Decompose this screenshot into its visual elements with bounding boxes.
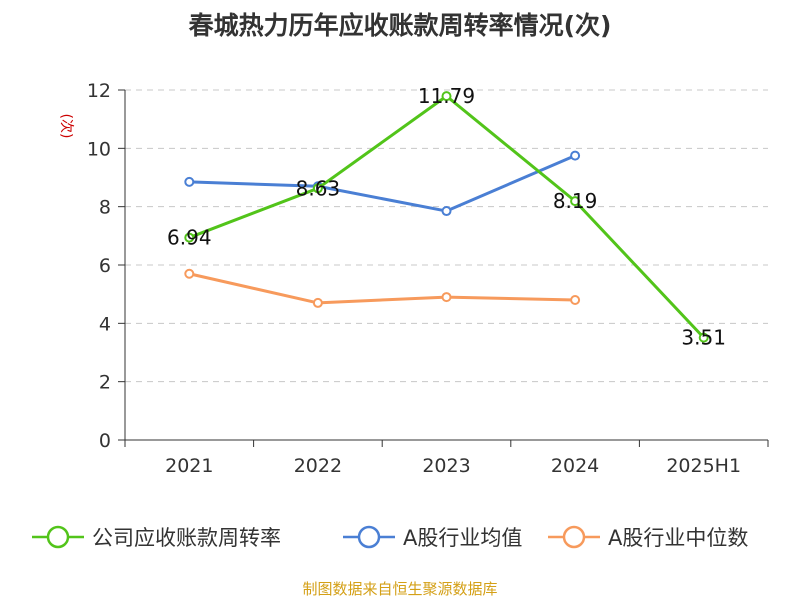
data-point xyxy=(570,150,581,161)
chart-title: 春城热力历年应收账款周转率情况(次) xyxy=(188,11,612,40)
data-point xyxy=(698,332,709,343)
data-point xyxy=(570,196,581,207)
data-point xyxy=(441,292,452,303)
y-tick-label: 12 xyxy=(87,80,111,102)
y-tick-label: 8 xyxy=(99,197,111,219)
data-label: 8.19 xyxy=(553,189,598,213)
data-point xyxy=(184,176,195,187)
legend-label: 公司应收账款周转率 xyxy=(92,526,281,550)
x-tick-label: 2023 xyxy=(422,455,470,477)
series xyxy=(184,91,709,343)
legend-label: A股行业中位数 xyxy=(608,526,748,550)
legend-marker xyxy=(357,525,381,549)
y-tick-label: 2 xyxy=(99,372,111,394)
data-labels: 6.94 8.63 11.79 8.19 3.51 xyxy=(167,84,726,350)
data-label: 11.79 xyxy=(418,84,475,108)
grid-lines xyxy=(125,89,768,383)
data-point xyxy=(441,206,452,217)
y-tick-label: 0 xyxy=(99,430,111,452)
y-tick-label: 4 xyxy=(99,313,111,335)
legend-marker xyxy=(562,525,586,549)
series-line xyxy=(188,272,576,305)
y-tick-label: 10 xyxy=(87,138,111,160)
data-point xyxy=(312,297,323,308)
data-point xyxy=(184,232,195,243)
x-tick-label: 2024 xyxy=(551,455,599,477)
data-point xyxy=(184,268,195,279)
x-tick-label: 2025H1 xyxy=(666,455,741,477)
y-tick-label: 6 xyxy=(99,255,111,277)
data-point xyxy=(312,183,323,194)
x-tick-label: 2021 xyxy=(165,455,213,477)
data-point xyxy=(570,295,581,305)
legend: 公司应收账款周转率 A股行业均值 A股行业中位数 xyxy=(32,525,748,550)
y-axis-label: (次) xyxy=(58,114,74,139)
x-tick-label: 2022 xyxy=(294,455,342,477)
legend-marker xyxy=(46,525,70,549)
data-label: 8.63 xyxy=(296,176,341,200)
legend-label: A股行业均值 xyxy=(403,526,522,550)
axes: 0 2 4 6 8 10 12 2021 2022 2023 2024 2025H1 xyxy=(87,80,769,477)
data-label: 6.94 xyxy=(167,226,212,250)
data-label: 3.51 xyxy=(681,326,726,350)
data-point xyxy=(441,91,452,102)
source-note: 制图数据来自恒生聚源数据库 xyxy=(302,580,498,598)
series-line xyxy=(189,154,576,213)
